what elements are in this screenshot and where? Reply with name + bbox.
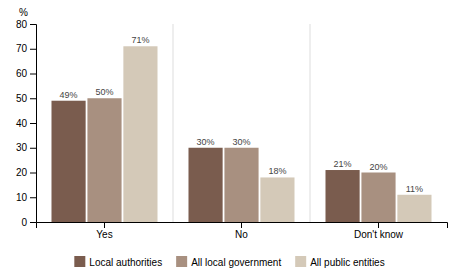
y-tick-label: 60 [16,68,28,79]
data-label: 50% [95,87,113,97]
y-tick: 10 [16,192,36,203]
y-tick: 0 [21,217,36,228]
data-label: 20% [369,162,387,172]
legend-label: All public entities [310,257,384,268]
bar [224,148,258,222]
legend-item: All local government [176,256,281,268]
bars [51,46,431,222]
x-tick-mark [104,222,105,228]
separators [173,24,310,222]
x-tick-label: No [235,229,248,240]
y-tick: 50 [16,93,36,104]
y-tick: 30 [16,142,36,153]
separator [173,24,174,222]
y-tick-label: 80 [16,19,28,30]
y-tick: 70 [16,43,36,54]
bar [123,46,157,222]
data-label: 49% [60,90,78,100]
y-label: % [19,7,28,18]
legend-swatch [176,256,187,267]
bar [87,98,121,222]
y-tick-mark [30,222,36,223]
bar [260,177,294,222]
bar-series [123,46,431,222]
legend-swatch [74,256,85,267]
legend-item: All public entities [295,256,384,268]
y-axis: 0 10 20 30 40 50 60 70 80 [16,19,37,228]
bar [51,101,85,222]
separator [310,24,311,222]
data-labels: 49% 30% 21% 50% 30% 20% 71% 18% 11% [60,35,424,194]
legend: Local authorities All local government All… [74,256,384,268]
legend-swatch [295,256,306,267]
x-tick-mark [241,222,242,228]
y-tick-mark [30,123,36,124]
x-axis: Yes No Don't know [37,222,448,240]
legend-label: Local authorities [89,257,162,268]
legend-label: All local government [191,257,281,268]
bar [361,173,395,223]
x-tick-label: Don't know [354,229,404,240]
y-tick-mark [30,74,36,75]
chart: 0 10 20 30 40 50 60 70 80 Yes No Don't know 49% 30% 21… [0,0,459,278]
x-axis-line [37,223,448,229]
y-tick-mark [30,197,36,198]
y-tick-mark [30,173,36,174]
y-tick-label: 20 [16,167,28,178]
bar [188,148,222,222]
data-label: 11% [406,184,423,194]
y-tick-mark [30,98,36,99]
x-tick-label: Yes [96,229,112,240]
data-label: 30% [197,137,215,147]
y-tick: 60 [16,68,36,79]
bar [325,170,359,222]
data-label: 30% [232,137,250,147]
y-tick-label: 0 [21,217,27,228]
y-tick: 80 [16,19,36,30]
y-tick-label: 50 [16,93,28,104]
data-label: 18% [268,166,286,176]
x-tick-mark [378,222,379,228]
y-tick: 20 [16,167,36,178]
x-tick: Don't know [354,222,404,240]
legend-item: Local authorities [74,256,162,268]
data-label: 21% [334,159,352,169]
y-tick-mark [30,24,36,25]
x-tick: Yes [96,222,112,240]
x-tick: No [235,222,248,240]
y-tick-mark [30,148,36,149]
y-tick-mark [30,49,36,50]
plot: 0 10 20 30 40 50 60 70 80 Yes No Don't know 49% 30% 21… [16,19,448,240]
bar [397,195,431,222]
y-axis-line [30,25,37,223]
y-tick-label: 70 [16,43,28,54]
y-tick-label: 40 [16,118,28,129]
data-label: 71% [131,35,149,45]
y-tick-label: 10 [16,192,28,203]
y-tick: 40 [16,118,36,129]
y-tick-label: 30 [16,142,28,153]
